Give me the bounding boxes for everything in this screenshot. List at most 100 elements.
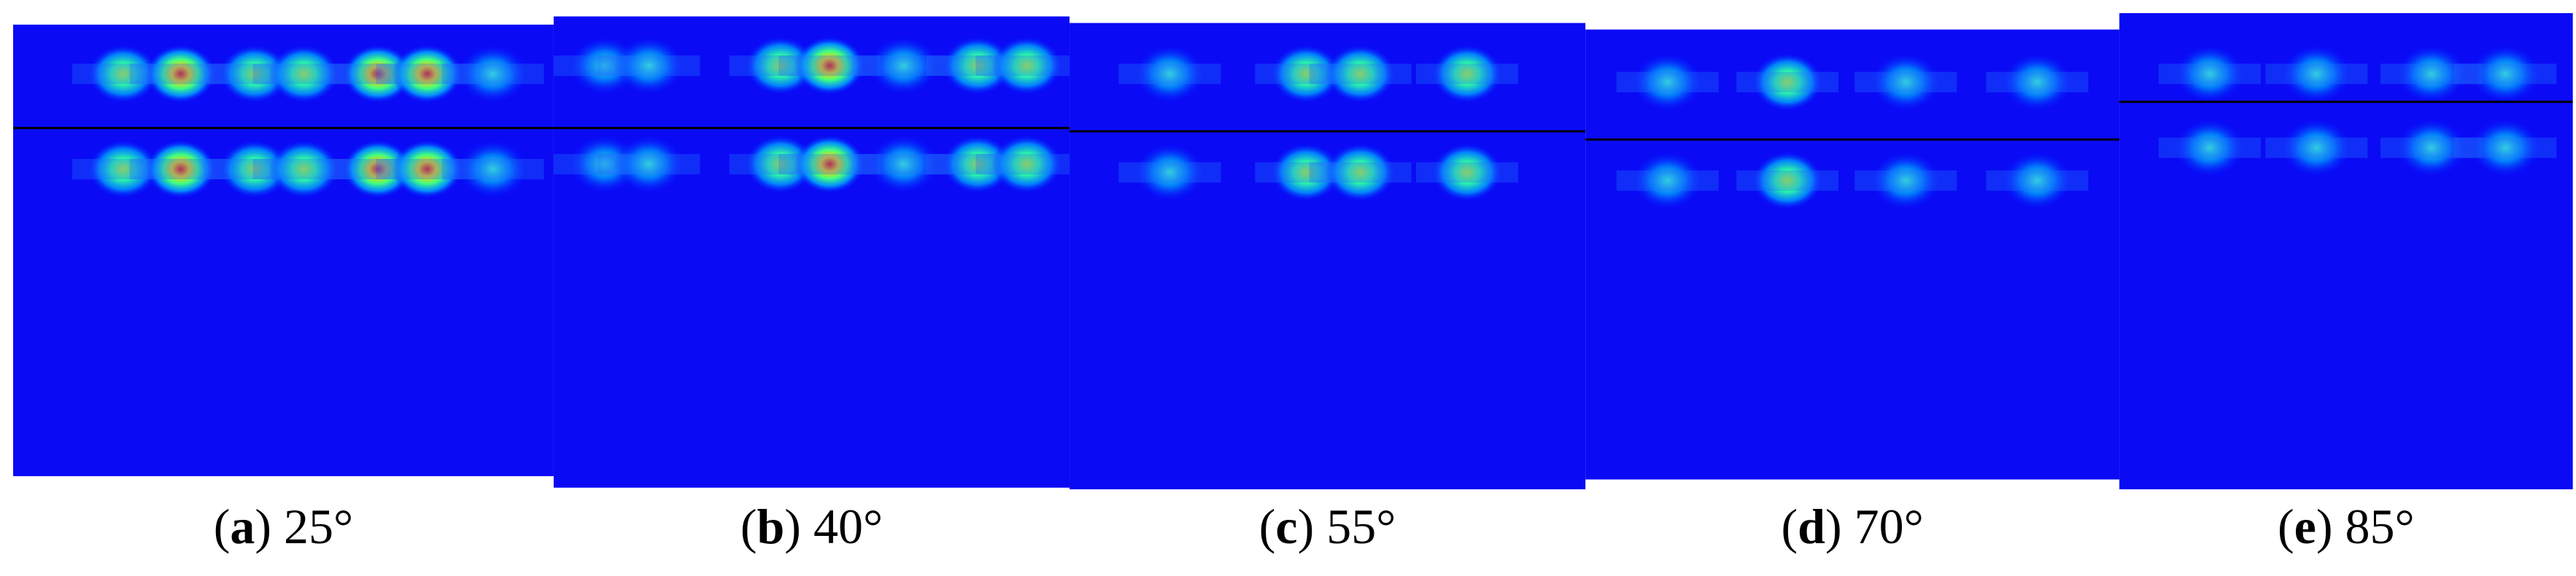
heat-blob xyxy=(794,36,865,96)
heat-blob xyxy=(942,36,1013,96)
heat-blob xyxy=(1632,52,1703,112)
heat-band xyxy=(2265,63,2368,85)
heat-band xyxy=(1986,170,2089,191)
heat-blob xyxy=(392,139,463,198)
heat-blob xyxy=(457,44,528,104)
heat-blob xyxy=(1271,44,1342,104)
heat-band xyxy=(1118,162,1221,183)
heat-blob xyxy=(745,36,816,96)
heat-blob xyxy=(2174,118,2245,177)
caption-open: ( xyxy=(1781,499,1798,554)
heat-blob xyxy=(991,36,1062,96)
blobs xyxy=(553,36,1070,194)
panel-background xyxy=(553,16,1070,488)
heat-band xyxy=(1416,63,1519,85)
panel-background xyxy=(1070,23,1586,490)
heat-band xyxy=(1854,71,1957,93)
heat-blob xyxy=(392,44,463,104)
heat-blob xyxy=(2002,151,2073,210)
heat-blob xyxy=(614,135,684,194)
heatmap-panel xyxy=(1585,29,2120,480)
heat-band xyxy=(1736,170,1839,191)
heatmap-panel xyxy=(2119,13,2573,490)
heat-blob xyxy=(145,139,216,198)
heat-blob xyxy=(220,139,290,198)
heat-band xyxy=(1416,162,1519,183)
heat-blob xyxy=(342,139,413,198)
heat-band xyxy=(252,158,355,179)
heat-blob xyxy=(1752,151,1823,210)
heat-blob xyxy=(868,135,939,194)
heat-blob xyxy=(268,139,339,198)
heat-blob xyxy=(1134,143,1205,202)
heat-blob xyxy=(342,44,413,104)
heat-blob xyxy=(268,44,339,104)
blobs xyxy=(1616,52,2089,210)
panel-caption: (b) 40° xyxy=(740,499,883,554)
heat-band xyxy=(2265,137,2368,158)
caption-text: ) 70° xyxy=(1825,499,1924,554)
blobs xyxy=(1118,44,1519,202)
heat-band xyxy=(852,154,955,175)
heat-blob xyxy=(991,135,1062,194)
heat-band xyxy=(2454,63,2557,85)
panel-background xyxy=(13,24,554,477)
caption-label: c xyxy=(1275,499,1297,554)
caption-text: ) 85° xyxy=(2316,499,2415,554)
heat-band xyxy=(597,55,700,77)
heat-band xyxy=(975,55,1070,77)
caption-open: ( xyxy=(214,499,231,554)
panel-caption: (e) 85° xyxy=(2278,499,2415,554)
heatmap-panel xyxy=(1070,23,1586,490)
caption-label: a xyxy=(230,499,255,554)
heat-band xyxy=(1118,63,1221,85)
heat-blob xyxy=(1134,44,1205,104)
caption-text: ) 40° xyxy=(784,499,883,554)
caption-text: ) 55° xyxy=(1298,499,1396,554)
heat-blob xyxy=(1432,44,1503,104)
caption-label: d xyxy=(1798,499,1825,554)
caption-label: e xyxy=(2294,499,2316,554)
caption-text: ) 25° xyxy=(255,499,353,554)
heat-band xyxy=(597,154,700,175)
heat-band xyxy=(1309,162,1412,183)
heat-band xyxy=(2454,137,2557,158)
heat-band xyxy=(441,158,544,179)
heat-blob xyxy=(1432,143,1503,202)
caption-open: ( xyxy=(1259,499,1276,554)
panel-caption: (c) 55° xyxy=(1259,499,1396,554)
heat-band xyxy=(2380,137,2483,158)
heat-blob xyxy=(1325,44,1396,104)
heat-band xyxy=(1309,63,1412,85)
heat-blob xyxy=(942,135,1013,194)
caption-open: ( xyxy=(2278,499,2294,554)
heat-blob xyxy=(1632,151,1703,210)
heat-blob xyxy=(1871,151,1941,210)
heatmap-panel xyxy=(553,16,1070,488)
heat-band xyxy=(1854,170,1957,191)
heat-blob xyxy=(145,44,216,104)
heat-blob xyxy=(2396,44,2467,104)
heat-blob xyxy=(1752,52,1823,112)
heat-blob xyxy=(2470,44,2541,104)
panel-caption: (d) 70° xyxy=(1781,499,1923,554)
heat-blob xyxy=(2396,118,2467,177)
heat-blob xyxy=(745,135,816,194)
panel-caption: (a) 25° xyxy=(214,499,354,554)
heat-blob xyxy=(2281,44,2352,104)
heat-blob xyxy=(868,36,939,96)
heat-band xyxy=(778,154,881,175)
heat-blob xyxy=(1271,143,1342,202)
heat-blob xyxy=(2470,118,2541,177)
heat-band xyxy=(2380,63,2483,85)
heatmap-panel xyxy=(13,24,554,477)
heat-band xyxy=(2158,137,2261,158)
heat-blob xyxy=(614,36,684,96)
heat-blob xyxy=(1325,143,1396,202)
heat-blob xyxy=(794,135,865,194)
caption-label: b xyxy=(757,499,784,554)
heat-blob xyxy=(2281,118,2352,177)
heat-band xyxy=(1736,71,1839,93)
heat-band xyxy=(975,154,1070,175)
